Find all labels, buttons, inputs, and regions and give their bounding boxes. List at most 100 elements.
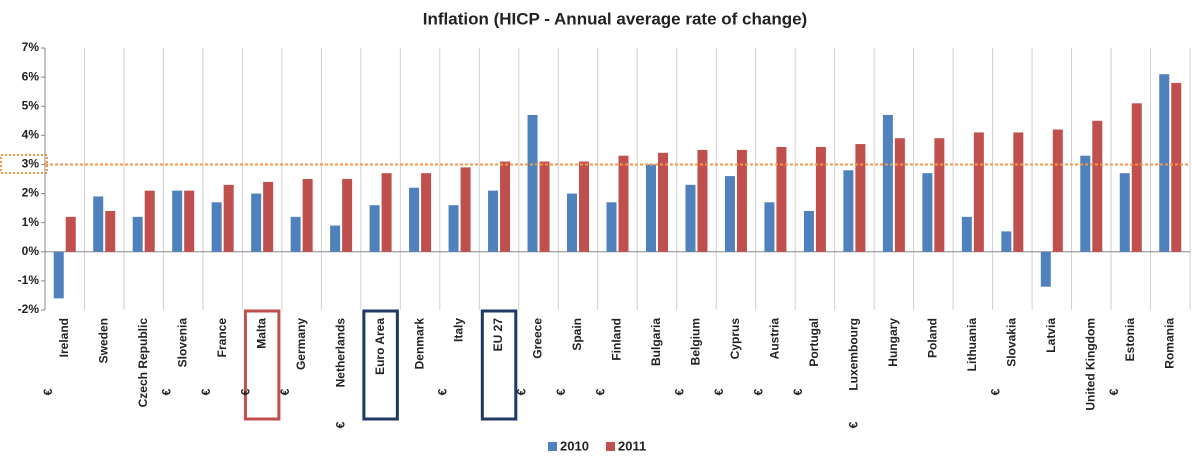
bar (527, 114, 538, 252)
x-tick-label: Greece (531, 318, 545, 359)
bar (1159, 74, 1170, 252)
x-tick-label: Slovakia (1004, 318, 1018, 367)
bar (922, 173, 933, 252)
y-tick-label: -1% (18, 273, 40, 287)
x-tick-label: Bulgaria (649, 318, 663, 366)
bar (973, 132, 984, 252)
x-tick-label: Belgium (689, 318, 703, 365)
euro-mark: € (847, 421, 861, 428)
euro-mark: € (436, 388, 450, 395)
bar (657, 152, 668, 252)
x-tick-label: Euro Area (373, 318, 387, 375)
bar (421, 173, 432, 252)
bar (448, 205, 459, 252)
bar (302, 179, 313, 252)
bar (1080, 155, 1091, 252)
x-tick-label: Netherlands (333, 318, 347, 388)
x-tick-label: Spain (570, 318, 584, 351)
bar (211, 202, 222, 252)
highlight-box (480, 309, 518, 421)
legend-label: 2010 (560, 438, 589, 453)
x-tick-label: Slovenia (175, 318, 189, 368)
y-tick-label: 4% (22, 128, 40, 142)
y-tick-label: 7% (22, 40, 40, 54)
highlight-box (362, 309, 399, 421)
bar (223, 184, 234, 252)
bar (290, 216, 301, 252)
euro-mark: € (594, 388, 608, 395)
x-tick-label: France (215, 318, 229, 358)
bar (53, 251, 64, 299)
bar (697, 149, 708, 252)
x-tick-label: United Kingdom (1083, 318, 1097, 411)
euro-mark: € (712, 388, 726, 395)
bar (1131, 103, 1142, 252)
y-tick-label: 5% (22, 98, 40, 112)
euro-mark: € (791, 388, 805, 395)
euro-mark: € (673, 388, 687, 395)
chart-title: Inflation (HICP - Annual average rate of… (423, 9, 807, 28)
bar (342, 179, 353, 252)
x-tick-label: Malta (254, 318, 268, 349)
euro-mark: € (278, 388, 292, 395)
bar (132, 216, 143, 252)
x-tick-label: Latvia (1044, 318, 1058, 353)
x-tick-label: Luxembourg (847, 318, 861, 391)
euro-mark: € (554, 388, 568, 395)
bar (1040, 251, 1051, 287)
bar (843, 170, 854, 252)
bar (1013, 132, 1024, 252)
bar (539, 161, 550, 252)
legend-swatch (606, 442, 615, 451)
bar (645, 164, 656, 252)
bar (330, 225, 341, 252)
x-tick-label: Estonia (1123, 318, 1137, 362)
bar (1092, 120, 1103, 252)
legend-swatch (548, 442, 557, 451)
bar (460, 167, 471, 252)
bar (855, 144, 866, 252)
x-tick-label: Denmark (412, 318, 426, 370)
bar (961, 216, 972, 252)
x-tick-label: Czech Republic (136, 318, 150, 408)
x-tick-label: Romania (1162, 318, 1176, 369)
highlight-box (243, 309, 281, 421)
bar (724, 176, 735, 252)
euro-mark: € (159, 388, 173, 395)
euro-mark: € (988, 388, 1002, 395)
bar (500, 161, 511, 252)
bar (764, 202, 775, 252)
bar (144, 190, 155, 252)
bar (882, 114, 893, 252)
bar (93, 196, 104, 252)
bar (251, 193, 262, 252)
x-tick-label: Portugal (807, 318, 821, 367)
y-tick-label: 3% (22, 157, 40, 171)
euro-mark: € (333, 421, 347, 428)
bar (184, 190, 195, 252)
bar (776, 146, 787, 252)
x-tick-label: Lithuania (965, 318, 979, 372)
euro-mark: € (1107, 388, 1121, 395)
bar (606, 202, 617, 252)
bar (685, 184, 696, 252)
x-tick-label: Italy (452, 318, 466, 342)
bar (488, 190, 499, 252)
bar (65, 216, 76, 252)
x-tick-label: Austria (768, 318, 782, 360)
x-tick-label: Hungary (886, 318, 900, 367)
bar (409, 187, 420, 252)
bar (894, 138, 905, 252)
y-tick-label: 0% (22, 244, 40, 258)
bar (381, 173, 392, 252)
bar (934, 138, 945, 252)
y-tick-label: 2% (22, 186, 40, 200)
y-tick-label: 6% (22, 69, 40, 83)
bar (736, 149, 747, 252)
euro-mark: € (238, 388, 252, 395)
euro-mark: € (515, 388, 529, 395)
bar (369, 205, 380, 252)
y-tick-label: -2% (18, 302, 40, 316)
